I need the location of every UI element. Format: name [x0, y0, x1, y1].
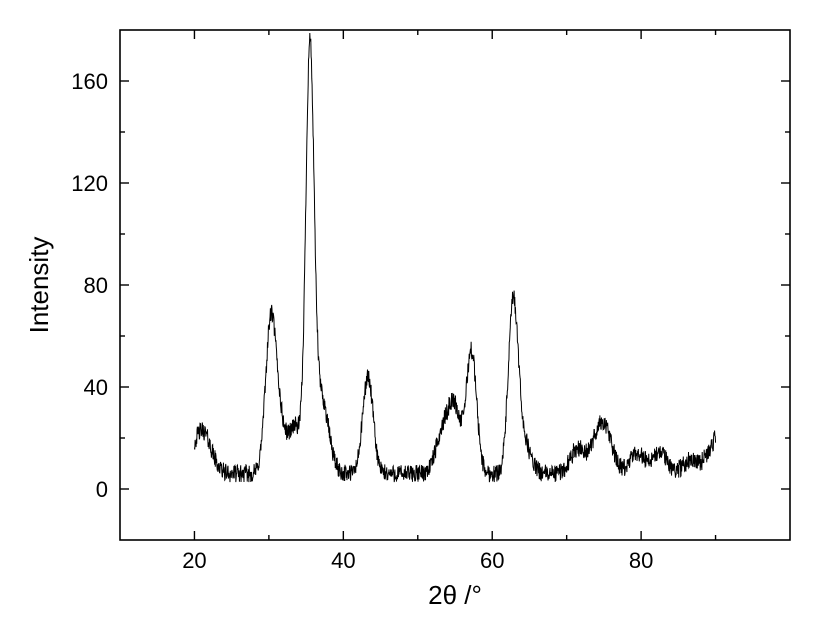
x-tick-label: 60	[480, 548, 504, 573]
x-axis-label: 2θ /°	[428, 580, 482, 610]
x-tick-label: 40	[331, 548, 355, 573]
xrd-chart: 20 40 60 80 0 40 80 120 160 2θ /° Intensity	[0, 0, 834, 644]
chart-svg: 20 40 60 80 0 40 80 120 160 2θ /° Intensity	[0, 0, 834, 644]
y-tick-label: 80	[84, 273, 108, 298]
x-tick-label: 20	[182, 548, 206, 573]
x-tick-label: 80	[629, 548, 653, 573]
y-tick-label: 40	[84, 375, 108, 400]
y-axis-label: Intensity	[24, 237, 54, 334]
y-tick-label: 160	[71, 69, 108, 94]
y-tick-label: 120	[71, 171, 108, 196]
y-tick-label: 0	[96, 477, 108, 502]
